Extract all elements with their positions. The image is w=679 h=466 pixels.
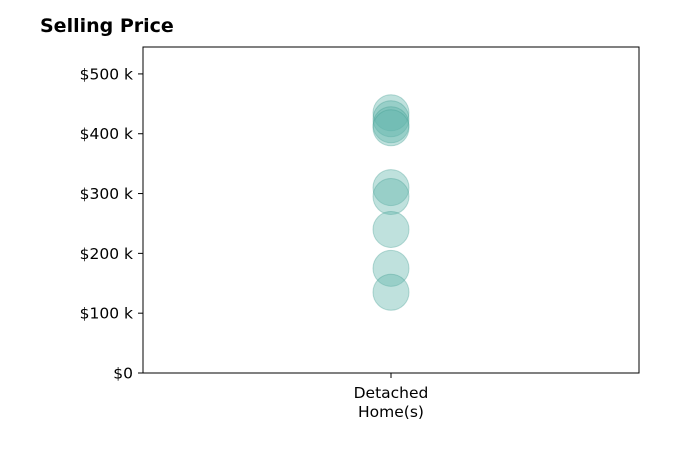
y-tick-label: $200 k	[80, 245, 133, 263]
data-point	[372, 273, 410, 311]
y-tick-label: $500 k	[80, 65, 133, 83]
y-tick-label: $300 k	[80, 185, 133, 203]
data-point	[372, 100, 410, 138]
chart-title: Selling Price	[40, 15, 174, 37]
data-point	[372, 210, 410, 248]
y-tick-label: $400 k	[80, 125, 133, 143]
data-point	[372, 249, 410, 287]
data-point	[372, 109, 410, 147]
x-tick-label: Detached Home(s)	[354, 384, 429, 421]
data-point	[372, 94, 410, 132]
y-tick-label: $0	[113, 365, 133, 383]
data-point	[372, 178, 410, 216]
data-point	[372, 169, 410, 207]
y-tick-label: $100 k	[80, 305, 133, 323]
data-point	[372, 106, 410, 144]
